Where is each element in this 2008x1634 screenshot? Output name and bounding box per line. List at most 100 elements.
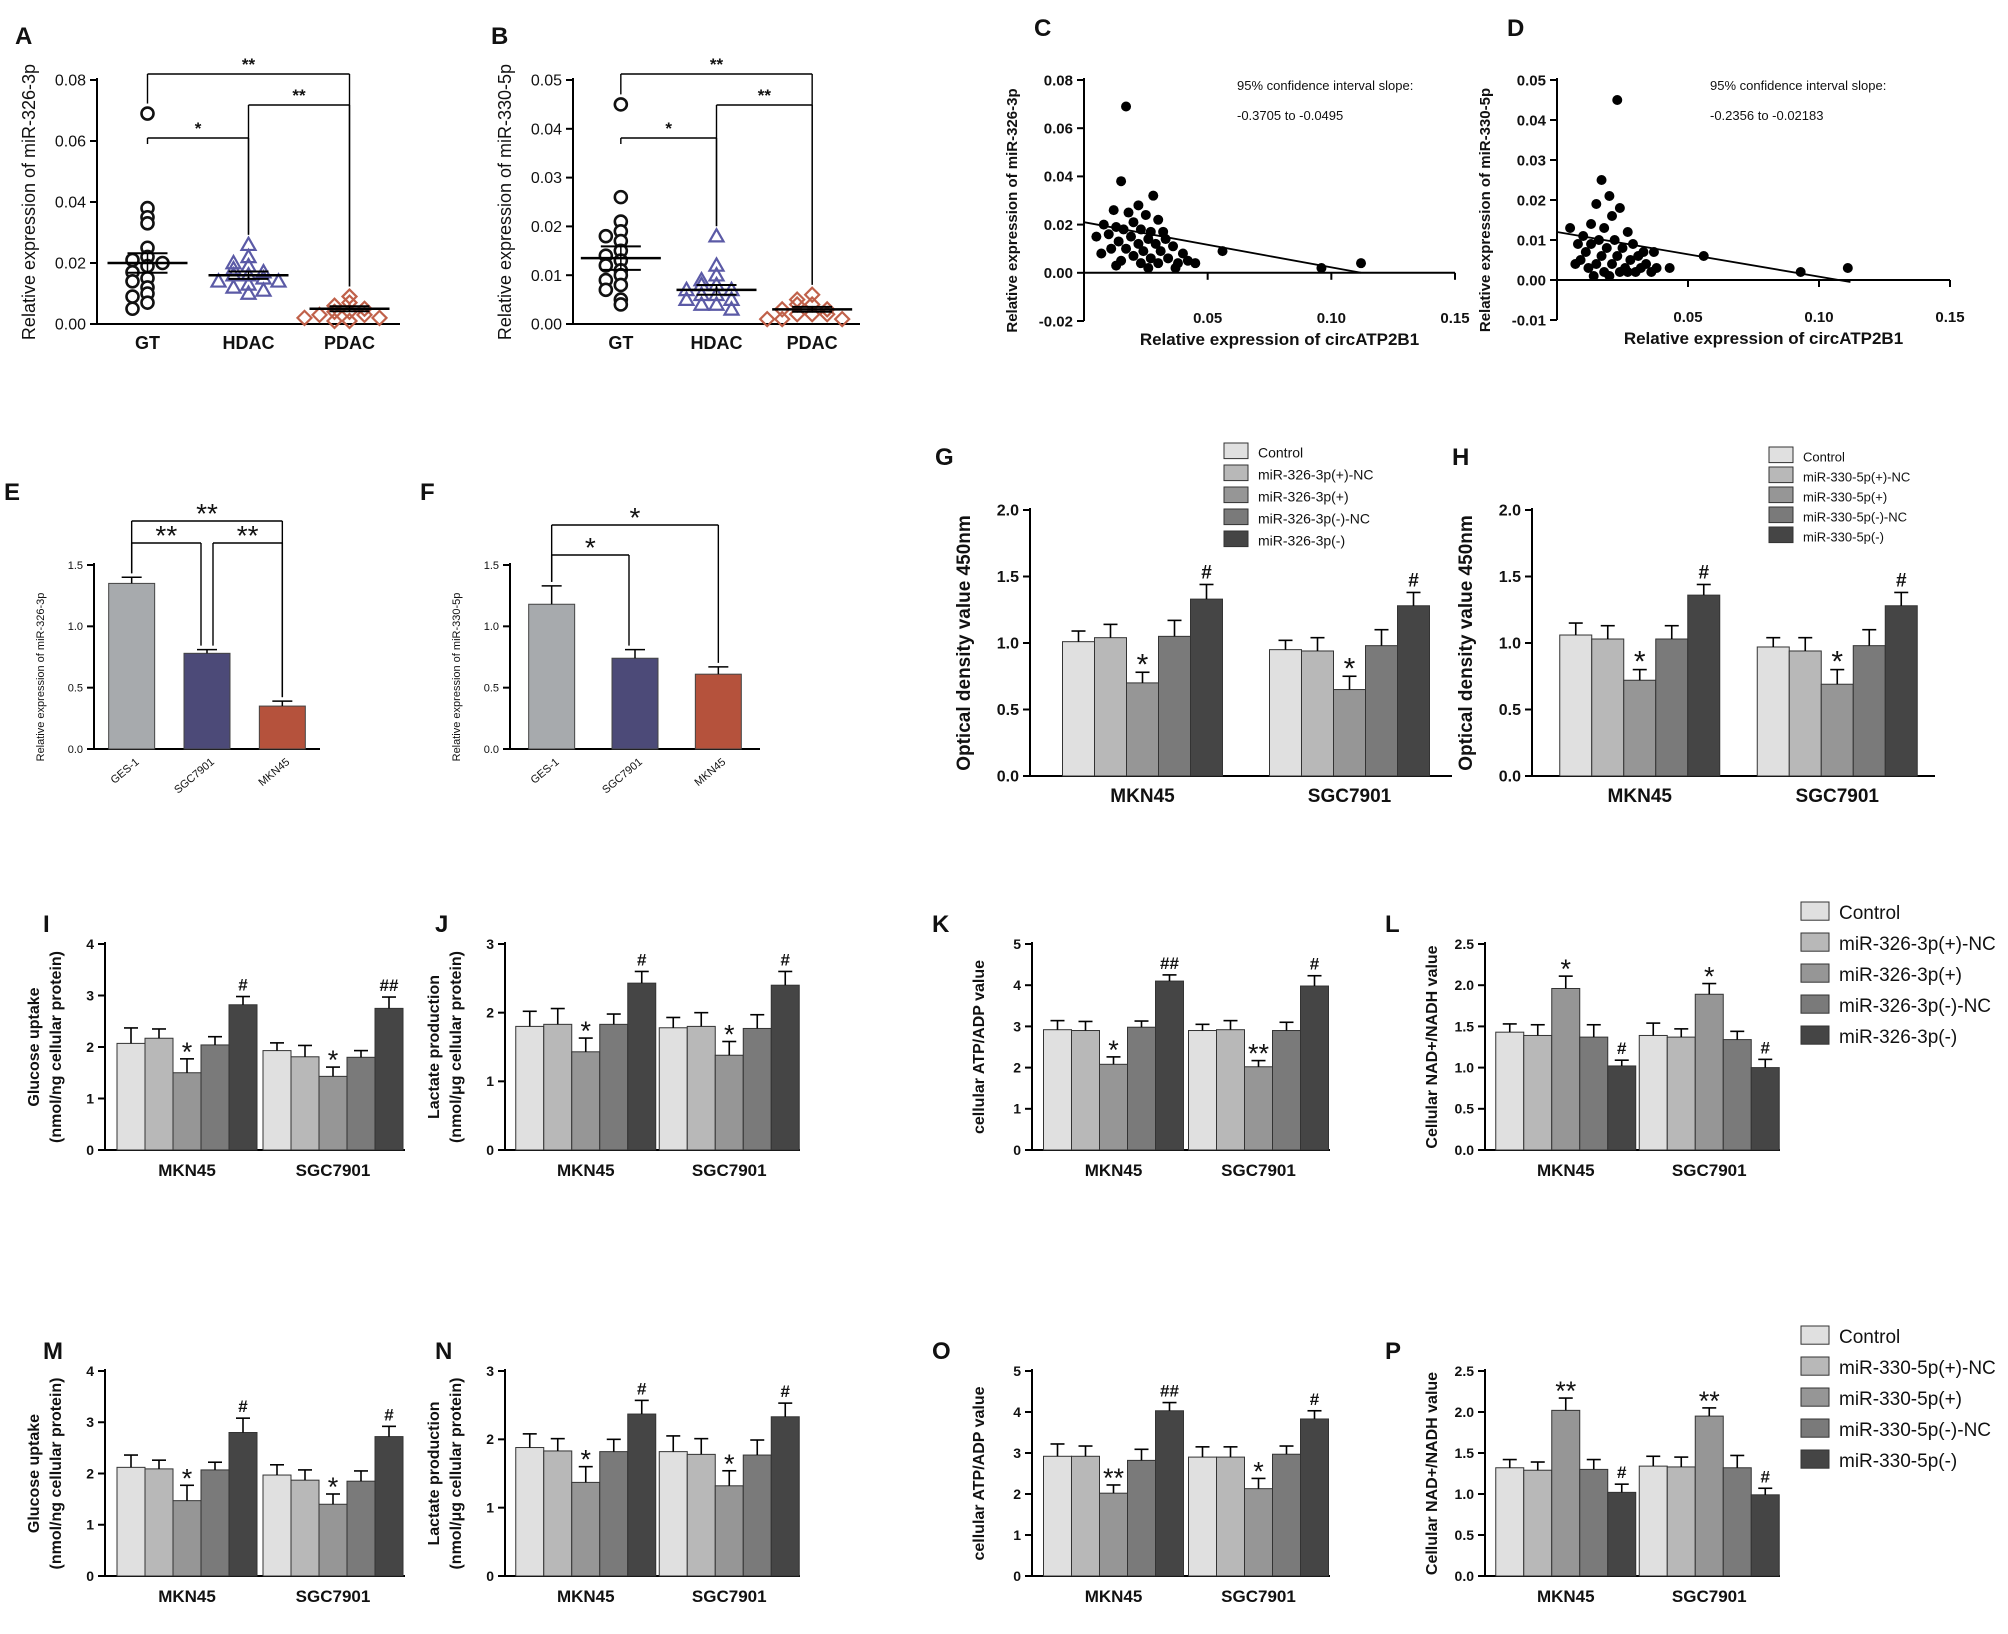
bar — [290, 1479, 320, 1577]
bar — [1638, 1034, 1668, 1151]
data-point — [140, 295, 155, 310]
data-point — [125, 301, 140, 317]
y-tick-label: 0.0 — [1455, 1568, 1475, 1584]
bar — [571, 1481, 601, 1577]
y-tick-label: 0.02 — [1044, 217, 1073, 234]
panel-letter: P — [1385, 1338, 1401, 1365]
y-axis-title: (nmol/μg cellular protein) — [448, 1377, 465, 1569]
panel-letter: O — [932, 1338, 951, 1365]
y-tick-label: 2.0 — [997, 503, 1019, 520]
legend-label: miR-326-3p(-) — [1839, 1027, 1957, 1048]
data-point — [140, 216, 155, 231]
data-point — [598, 258, 614, 273]
bar — [1607, 1065, 1637, 1151]
significance-mark: ## — [1160, 954, 1179, 973]
y-tick-label: 1.0 — [68, 621, 83, 633]
x-group-label: SGC7901 — [1796, 786, 1880, 807]
bar — [770, 1416, 800, 1577]
data-point — [1138, 246, 1149, 257]
y-tick-label: 3 — [486, 936, 494, 952]
y-tick-label: 1.0 — [484, 621, 499, 633]
bar — [172, 1500, 202, 1577]
y-tick-label: 1.0 — [1499, 636, 1521, 653]
x-group-label: SGC7901 — [296, 1161, 371, 1180]
y-tick-label: 0.02 — [55, 256, 86, 273]
bar — [374, 1007, 404, 1151]
significance-mark: * — [328, 1472, 339, 1502]
data-point — [1111, 260, 1122, 271]
significance-mark: * — [1831, 646, 1843, 679]
data-point — [1599, 223, 1610, 233]
bar — [116, 1042, 146, 1151]
y-tick-label: 0 — [86, 1142, 94, 1158]
y-tick-label: -0.01 — [1512, 312, 1546, 329]
data-point — [1627, 239, 1638, 249]
bar — [290, 1056, 320, 1151]
data-point — [1630, 267, 1641, 277]
bar — [1820, 683, 1854, 777]
x-group-label: SGC7901 — [1672, 1161, 1747, 1180]
x-category-label: HDAC — [691, 333, 743, 353]
bar — [1687, 594, 1721, 777]
y-tick-label: 2.5 — [1455, 936, 1475, 952]
bar — [1071, 1455, 1100, 1577]
y-tick-label: 0.5 — [997, 702, 1019, 719]
significance-mark: ** — [1555, 1376, 1577, 1406]
y-tick-label: 0 — [486, 1142, 494, 1158]
panel-letter: D — [1507, 15, 1524, 42]
y-tick-label: 0 — [486, 1568, 494, 1584]
significance-mark: # — [1761, 1467, 1771, 1486]
data-point — [1153, 214, 1164, 225]
bar — [228, 1432, 258, 1577]
y-axis-title: cellular ATP/ADP value — [971, 1386, 988, 1560]
y-axis-title: Lactate production — [426, 1401, 443, 1545]
bar — [742, 1454, 772, 1577]
significance-mark: * — [1704, 962, 1715, 992]
significance-mark: ## — [380, 976, 399, 995]
y-tick-label: 1 — [1013, 1101, 1021, 1117]
bar — [1694, 1415, 1724, 1577]
bar — [1155, 980, 1184, 1151]
significance-label: * — [585, 532, 596, 563]
x-tick-label: 0.15 — [1935, 309, 1964, 326]
data-point — [1842, 263, 1853, 273]
bar — [1216, 1029, 1245, 1151]
legend-label: miR-326-3p(-) — [1258, 532, 1345, 548]
significance-label: * — [630, 502, 641, 533]
y-tick-label: 1.5 — [997, 569, 1019, 586]
bar — [346, 1056, 376, 1151]
significance-mark: * — [724, 1449, 735, 1479]
bar — [318, 1503, 348, 1577]
significance-mark: * — [1108, 1035, 1119, 1065]
data-point — [1123, 207, 1134, 218]
x-category-label: HDAC — [223, 333, 275, 353]
y-tick-label: 0.5 — [1499, 702, 1521, 719]
y-tick-label: 3 — [1013, 1445, 1021, 1461]
significance-mark: # — [637, 1379, 647, 1398]
y-tick-label: 0 — [1013, 1142, 1021, 1158]
bar — [1523, 1034, 1553, 1151]
significance-mark: * — [1634, 646, 1646, 679]
bar — [1269, 649, 1302, 777]
panel-letter: M — [43, 1338, 63, 1365]
significance-mark: # — [1617, 1039, 1627, 1058]
data-point — [1121, 101, 1132, 112]
y-axis-title: (nmol/μg cellular protein) — [448, 951, 465, 1143]
data-point — [340, 312, 359, 330]
significance-mark: * — [1560, 954, 1571, 984]
x-group-label: MKN45 — [1537, 1587, 1595, 1606]
bar — [1062, 641, 1095, 777]
bar — [1216, 1456, 1245, 1577]
data-point — [1625, 255, 1636, 265]
data-point — [1145, 253, 1156, 264]
x-group-label: SGC7901 — [692, 1587, 767, 1606]
data-point — [1091, 231, 1102, 242]
legend-swatch — [1768, 526, 1794, 544]
x-category-label: GES-1 — [529, 756, 562, 786]
legend-label: Control — [1803, 449, 1845, 464]
panel-letter: J — [435, 911, 448, 938]
panel-letter: G — [935, 444, 954, 471]
bar — [1365, 645, 1398, 777]
data-point — [833, 310, 851, 328]
